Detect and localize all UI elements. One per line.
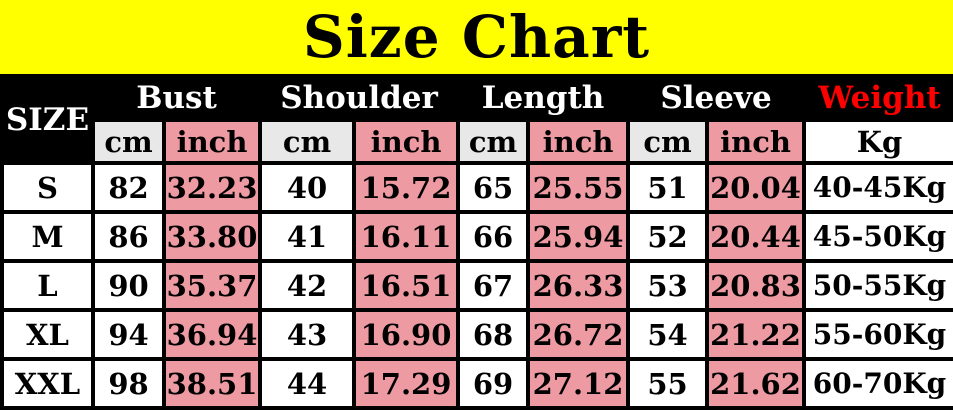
sleeve-cm-value: 54 bbox=[626, 308, 710, 361]
sleeve-cm-value: 55 bbox=[626, 357, 710, 410]
bust-inch-value: 33.80 bbox=[161, 210, 263, 263]
shoulder-inch-value: 16.51 bbox=[352, 259, 461, 312]
weight-range-value: 40-45Kg bbox=[802, 161, 953, 214]
size-row-xl: XL 94 36.94 43 16.90 68 26.72 54 21.22 5… bbox=[0, 308, 953, 361]
size-label: XXL bbox=[0, 357, 95, 410]
unit-header-bust-cm: cm bbox=[91, 118, 166, 165]
sleeve-inch-value: 20.04 bbox=[705, 161, 807, 214]
size-row-l: L 90 35.37 42 16.51 67 26.33 53 20.83 50… bbox=[0, 259, 953, 312]
length-inch-value: 26.33 bbox=[526, 259, 631, 312]
size-row-xxl: XXL 98 38.51 44 17.29 69 27.12 55 21.62 … bbox=[0, 357, 953, 410]
weight-range-value: 45-50Kg bbox=[802, 210, 953, 263]
shoulder-cm-value: 44 bbox=[258, 357, 357, 410]
unit-header-length-inch: inch bbox=[526, 118, 631, 165]
sleeve-cm-value: 51 bbox=[626, 161, 710, 214]
bust-inch-value: 36.94 bbox=[161, 308, 263, 361]
group-header-weight: Weight bbox=[802, 74, 953, 122]
length-cm-value: 67 bbox=[456, 259, 531, 312]
size-chart-banner: Size Chart bbox=[0, 0, 953, 74]
length-inch-value: 27.12 bbox=[526, 357, 631, 410]
shoulder-cm-value: 42 bbox=[258, 259, 357, 312]
length-inch-value: 25.94 bbox=[526, 210, 631, 263]
bust-inch-value: 38.51 bbox=[161, 357, 263, 410]
page-title: Size Chart bbox=[302, 3, 651, 71]
length-inch-value: 26.72 bbox=[526, 308, 631, 361]
size-label: S bbox=[0, 161, 95, 214]
group-header-sleeve: Sleeve bbox=[626, 74, 807, 122]
unit-header-row: cm inch cm inch cm inch cm inch Kg bbox=[2, 118, 953, 165]
bust-cm-value: 98 bbox=[91, 357, 166, 410]
size-column-header: SIZE bbox=[0, 74, 95, 165]
size-label: M bbox=[0, 210, 95, 263]
group-header-shoulder: Shoulder bbox=[258, 74, 461, 122]
shoulder-cm-value: 43 bbox=[258, 308, 357, 361]
unit-header-shoulder-inch: inch bbox=[352, 118, 461, 165]
unit-header-sleeve-cm: cm bbox=[626, 118, 710, 165]
unit-header-sleeve-inch: inch bbox=[705, 118, 807, 165]
size-label: L bbox=[0, 259, 95, 312]
bust-inch-value: 35.37 bbox=[161, 259, 263, 312]
size-label: XL bbox=[0, 308, 95, 361]
shoulder-inch-value: 15.72 bbox=[352, 161, 461, 214]
size-row-m: M 86 33.80 41 16.11 66 25.94 52 20.44 45… bbox=[0, 210, 953, 263]
length-inch-value: 25.55 bbox=[526, 161, 631, 214]
bust-cm-value: 82 bbox=[91, 161, 166, 214]
group-header-bust: Bust bbox=[90, 74, 263, 122]
group-header-row: SIZE Bust Shoulder Length Sleeve Weight bbox=[0, 74, 953, 165]
bust-cm-value: 94 bbox=[91, 308, 166, 361]
shoulder-cm-value: 40 bbox=[258, 161, 357, 214]
bust-cm-value: 90 bbox=[91, 259, 166, 312]
weight-range-value: 55-60Kg bbox=[802, 308, 953, 361]
length-cm-value: 69 bbox=[456, 357, 531, 410]
sleeve-inch-value: 20.83 bbox=[705, 259, 807, 312]
sleeve-cm-value: 52 bbox=[626, 210, 710, 263]
shoulder-inch-value: 16.90 bbox=[352, 308, 461, 361]
unit-header-shoulder-cm: cm bbox=[258, 118, 357, 165]
size-row-s: S 82 32.23 40 15.72 65 25.55 51 20.04 40… bbox=[0, 161, 953, 214]
unit-header-weight-kg: Kg bbox=[802, 118, 953, 165]
sleeve-inch-value: 20.44 bbox=[705, 210, 807, 263]
bust-inch-value: 32.23 bbox=[161, 161, 263, 214]
sleeve-inch-value: 21.22 bbox=[705, 308, 807, 361]
length-cm-value: 66 bbox=[456, 210, 531, 263]
unit-header-length-cm: cm bbox=[456, 118, 531, 165]
length-cm-value: 65 bbox=[456, 161, 531, 214]
weight-range-value: 60-70Kg bbox=[802, 357, 953, 410]
weight-range-value: 50-55Kg bbox=[802, 259, 953, 312]
shoulder-inch-value: 17.29 bbox=[352, 357, 461, 410]
shoulder-inch-value: 16.11 bbox=[352, 210, 461, 263]
sleeve-cm-value: 53 bbox=[626, 259, 710, 312]
unit-header-bust-inch: inch bbox=[161, 118, 263, 165]
length-cm-value: 68 bbox=[456, 308, 531, 361]
shoulder-cm-value: 41 bbox=[258, 210, 357, 263]
bust-cm-value: 86 bbox=[91, 210, 166, 263]
group-header-length: Length bbox=[456, 74, 631, 122]
sleeve-inch-value: 21.62 bbox=[705, 357, 807, 410]
size-chart-table: SIZE Bust Shoulder Length Sleeve Weight … bbox=[0, 74, 953, 410]
